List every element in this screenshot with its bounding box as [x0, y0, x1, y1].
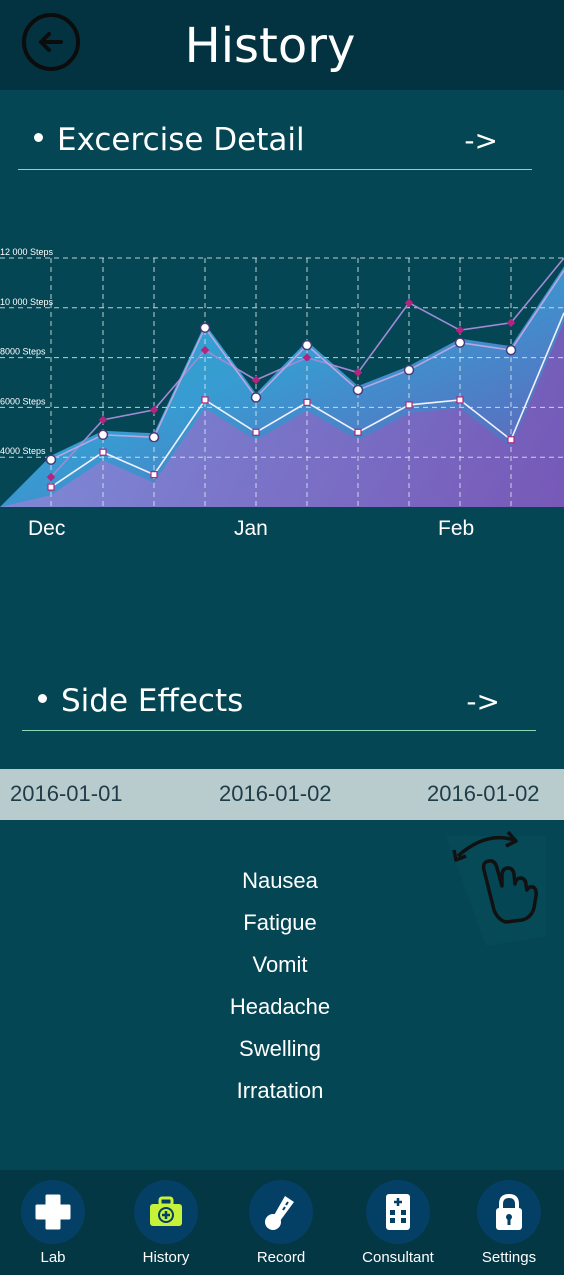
page-title: History	[184, 18, 356, 74]
point-circle	[148, 432, 160, 443]
point-diamond	[302, 353, 312, 362]
nav-label: Settings	[481, 1249, 537, 1266]
point-diamond	[353, 368, 363, 377]
nav-item-consultant[interactable]: Consultant	[343, 1180, 453, 1266]
point-circle	[250, 392, 262, 403]
side-effect-item: Irratation	[236, 1078, 324, 1103]
nav-item-record[interactable]: Record	[226, 1180, 336, 1266]
lock-icon	[496, 1193, 522, 1230]
side-effect-item: Headache	[229, 994, 331, 1019]
point-circle	[45, 454, 57, 465]
medical-bag-icon	[150, 1196, 182, 1226]
point-diamond	[404, 298, 414, 308]
nav-item-settings[interactable]: Settings	[454, 1180, 564, 1266]
side-effects-more-arrow[interactable]: ->	[466, 685, 500, 718]
y-tick-label: 4000 Steps	[0, 446, 46, 456]
exercise-section-header[interactable]: Excercise Detail ->	[18, 118, 532, 170]
nav-label: Consultant	[362, 1249, 434, 1266]
bullet-icon	[34, 133, 43, 142]
side-effect-item: Vomit	[252, 952, 308, 977]
point-diamond	[98, 415, 108, 425]
nav-icon-circle	[366, 1180, 430, 1244]
side-effects-list: Nausea Fatigue Vomit Headache Swelling I…	[180, 866, 380, 1118]
point-circle	[352, 384, 364, 396]
y-tick-label: 6000 Steps	[0, 396, 46, 406]
side-effect-item: Fatigue	[243, 910, 317, 935]
exercise-section-title: Excercise Detail	[34, 122, 305, 158]
side-effects-section-title: Side Effects	[38, 683, 243, 719]
x-label-feb: Feb	[438, 517, 475, 540]
nav-icon-circle	[249, 1180, 313, 1244]
nav-label: History	[142, 1249, 190, 1266]
nav-item-lab[interactable]: Lab	[0, 1180, 108, 1266]
point-square	[201, 396, 209, 404]
nav-label: Record	[256, 1249, 306, 1266]
date-item[interactable]: 2016-01-02	[427, 781, 540, 806]
point-square	[303, 398, 311, 407]
side-effect-item: Nausea	[242, 868, 318, 893]
date-item[interactable]: 2016-01-01	[10, 781, 123, 806]
point-square	[405, 401, 413, 409]
side-effects-section-header[interactable]: Side Effects ->	[22, 679, 536, 731]
back-button[interactable]	[22, 13, 80, 71]
steps-chart: 12 000 Steps 10 000 Steps 8000 Steps 6000 S…	[0, 247, 564, 507]
thermometer-icon	[265, 1196, 294, 1230]
bullet-icon	[38, 694, 47, 703]
x-label-jan: Jan	[234, 517, 268, 540]
nav-label: Lab	[40, 1249, 66, 1266]
point-square	[150, 471, 158, 479]
date-strip[interactable]: 2016-01-01 2016-01-02 2016-01-02	[0, 769, 564, 820]
bottom-nav: Lab History Record	[0, 1170, 564, 1275]
y-tick-label: 8000 Steps	[0, 347, 46, 357]
point-circle	[97, 429, 109, 441]
point-circle	[505, 344, 517, 356]
chart-area-lower	[0, 320, 564, 507]
point-circle	[454, 337, 466, 348]
point-square	[47, 483, 55, 491]
point-diamond	[455, 325, 465, 335]
date-item[interactable]: 2016-01-02	[219, 781, 332, 806]
point-diamond	[46, 472, 56, 482]
y-tick-label: 12 000 Steps	[0, 247, 54, 257]
app-header: History	[0, 0, 564, 90]
point-circle	[301, 339, 313, 351]
point-diamond	[251, 375, 261, 385]
point-square	[354, 428, 362, 436]
nav-icon-circle	[477, 1180, 541, 1244]
point-square	[252, 428, 260, 436]
hospital-building-icon	[386, 1194, 410, 1230]
point-circle	[199, 322, 211, 333]
point-square	[99, 448, 107, 456]
swipe-hand-icon	[446, 830, 546, 946]
exercise-more-arrow[interactable]: ->	[464, 124, 498, 157]
nav-item-history[interactable]: History	[111, 1180, 221, 1266]
y-tick-label: 10 000 Steps	[0, 297, 54, 307]
point-circle	[403, 364, 415, 376]
side-effect-item: Swelling	[239, 1036, 321, 1061]
x-label-dec: Dec	[28, 517, 66, 540]
medical-cross-icon	[35, 1194, 71, 1230]
point-square	[507, 436, 515, 444]
point-diamond	[149, 405, 159, 415]
nav-icon-circle	[21, 1180, 85, 1244]
back-arrow-icon	[39, 32, 63, 52]
nav-icon-circle	[134, 1180, 198, 1244]
point-square	[456, 396, 464, 404]
